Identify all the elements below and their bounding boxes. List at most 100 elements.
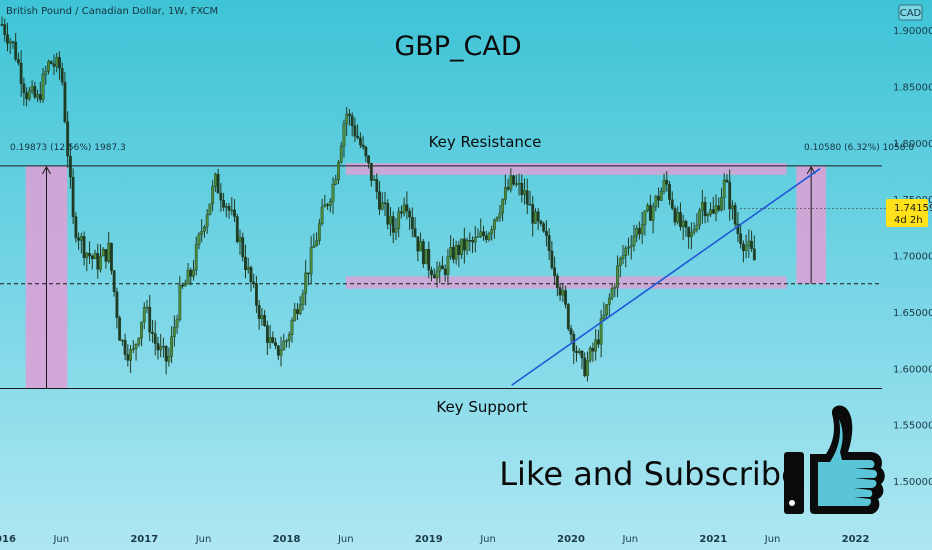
candle-body [358, 137, 362, 146]
candle-body [27, 90, 31, 100]
candle-body [41, 74, 45, 100]
candle-body [148, 306, 152, 333]
candle-body [93, 253, 97, 260]
candle-body [698, 210, 702, 226]
candle-body [11, 41, 15, 43]
thumbs-up-icon [784, 405, 885, 514]
candle-body [739, 233, 743, 245]
candle-body [405, 204, 409, 212]
candle-body [397, 211, 401, 230]
y-tick-label: 1.80000 [893, 139, 932, 150]
candle-body [52, 63, 56, 67]
candle-body [553, 267, 557, 277]
candle-body [298, 304, 302, 314]
candle-body [635, 228, 639, 237]
trendline [511, 168, 821, 386]
candle-body [594, 339, 598, 352]
candle-body [159, 346, 163, 351]
candle-body [408, 210, 412, 218]
y-tick-label: 1.60000 [893, 364, 932, 375]
candle-body [118, 317, 122, 341]
x-tick-label: Jun [764, 534, 781, 545]
candle-body [364, 146, 368, 157]
candle-body [449, 247, 453, 257]
candle-body [703, 202, 707, 217]
key-resistance-label: Key Resistance [429, 133, 542, 151]
x-tick-label: 2016 [0, 534, 16, 545]
candle-body [512, 175, 515, 185]
candle-body [77, 237, 81, 241]
candle-body [501, 199, 505, 214]
candle-body [85, 252, 89, 258]
candle-body [361, 144, 365, 148]
y-tick-label: 1.70000 [893, 252, 932, 263]
candle-body [733, 205, 737, 225]
candle-body [208, 203, 212, 215]
candle-body [558, 287, 562, 296]
candle-body [380, 202, 384, 210]
candle-body [539, 220, 543, 224]
candle-body [657, 195, 660, 201]
candle-body [238, 237, 242, 242]
candle-body [186, 269, 190, 285]
x-tick-label: 2022 [842, 534, 870, 545]
candle-body [110, 242, 113, 271]
candle-body [323, 204, 327, 208]
candle-body [372, 179, 376, 181]
candle-body [342, 123, 346, 147]
candle-body [495, 217, 499, 221]
candle-body [736, 223, 740, 234]
candle-body [96, 253, 100, 270]
candle-body [446, 256, 450, 275]
candle-body [246, 267, 250, 270]
currency-badge[interactable]: CAD [898, 4, 923, 21]
candle-body [200, 230, 204, 235]
candle-body [71, 176, 75, 217]
candle-body [668, 184, 671, 200]
candle-body [345, 113, 349, 125]
candle-body [112, 270, 116, 292]
candle-body [38, 94, 42, 100]
candle-body [175, 319, 179, 328]
candle-body [545, 230, 548, 236]
y-tick-label: 1.65000 [893, 308, 932, 319]
candle-body [717, 205, 721, 211]
candle-body [296, 309, 299, 314]
candle-body [503, 187, 507, 200]
candle-body [410, 217, 414, 229]
candle-body [621, 255, 625, 259]
x-tick-label: 2017 [130, 534, 158, 545]
candle-body [274, 342, 277, 346]
candle-body [700, 202, 704, 211]
x-tick-label: Jun [195, 534, 212, 545]
candle-body [586, 360, 589, 376]
candle-body [435, 270, 439, 279]
candle-body [616, 265, 619, 288]
candle-body [695, 224, 699, 230]
candle-body [315, 240, 319, 247]
candle-body [126, 354, 130, 361]
candle-body [263, 314, 267, 326]
candle-body [476, 236, 480, 238]
candle-body [383, 202, 387, 204]
candle-body [14, 41, 18, 60]
candle-body [402, 204, 406, 214]
candle-body [564, 290, 567, 305]
candle-body [167, 356, 171, 362]
x-tick-label: Jun [52, 534, 69, 545]
candle-body [145, 306, 149, 309]
candle-body [624, 247, 628, 257]
candle-body [129, 349, 132, 361]
candle-body [219, 192, 223, 201]
candle-body [569, 328, 573, 335]
candle-body [596, 339, 600, 345]
candle-body [30, 86, 34, 92]
candle-body [375, 179, 379, 193]
candle-body [394, 228, 398, 233]
candle-body [413, 228, 417, 237]
candle-body [153, 333, 157, 344]
candle-body [709, 209, 712, 215]
candle-body [451, 247, 455, 260]
candle-body [509, 175, 513, 190]
